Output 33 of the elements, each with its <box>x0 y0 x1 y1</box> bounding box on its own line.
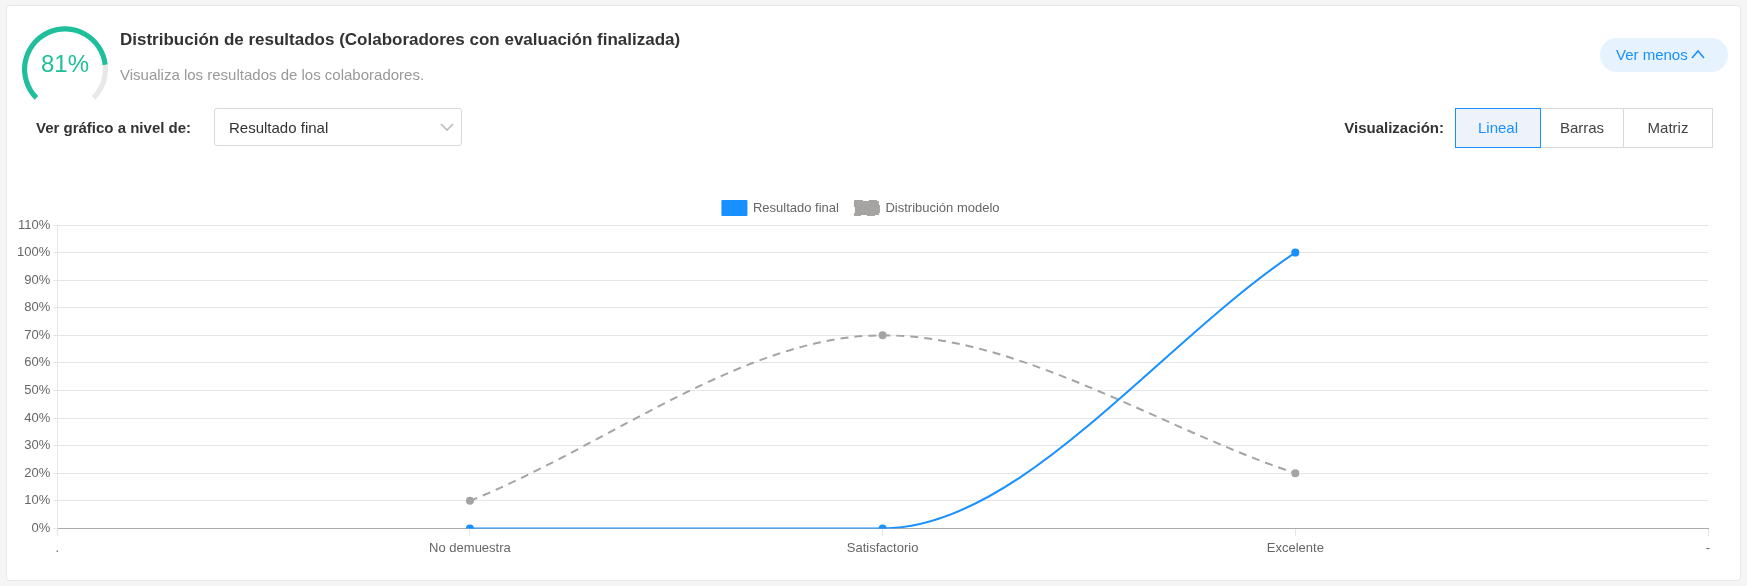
point <box>1291 248 1300 257</box>
point <box>465 496 474 505</box>
x-tick-label: Excelente <box>1266 539 1324 555</box>
text: Barras <box>1540 108 1624 148</box>
y-tick-label: 100% <box>17 244 51 260</box>
y-tick-label: 40% <box>24 409 51 425</box>
text: Matriz <box>1623 108 1713 148</box>
y-tick-label: 50% <box>24 382 51 398</box>
point <box>878 331 887 340</box>
text: Resultado final <box>214 108 462 146</box>
y-tick-label: 20% <box>24 464 51 480</box>
y-tick-label: 0% <box>31 519 51 535</box>
x-tick-label: No demuestra <box>429 539 512 555</box>
chart-subtitle: Visualiza los resultados de los colaboradores. <box>120 66 425 83</box>
text: Lineal <box>1455 108 1541 148</box>
data-label: 81% <box>40 49 90 77</box>
text: Visualización: <box>1344 118 1444 138</box>
point <box>1291 469 1300 478</box>
y-tick-label: 30% <box>24 437 51 453</box>
legend-label: Resultado final <box>752 199 840 215</box>
y-tick-label: 80% <box>24 299 51 315</box>
chart-title: Distribución de resultados (Colaboradores con evaluación finalizada) <box>120 30 681 50</box>
text: Ver menos <box>1600 38 1728 72</box>
y-tick-label: 70% <box>24 326 51 342</box>
x-tick-label: Satisfactorio <box>846 539 919 555</box>
y-tick-label: 60% <box>24 354 51 370</box>
legend-label: Distribución modelo <box>885 199 1000 215</box>
x-tick-label: - <box>1705 539 1711 555</box>
text: Ver gráfico a nivel de: <box>36 118 192 138</box>
x-tick-label: . <box>55 539 60 555</box>
y-tick-label: 90% <box>24 271 51 287</box>
y-tick-label: 10% <box>24 492 51 508</box>
y-tick-label: 110% <box>17 216 51 232</box>
